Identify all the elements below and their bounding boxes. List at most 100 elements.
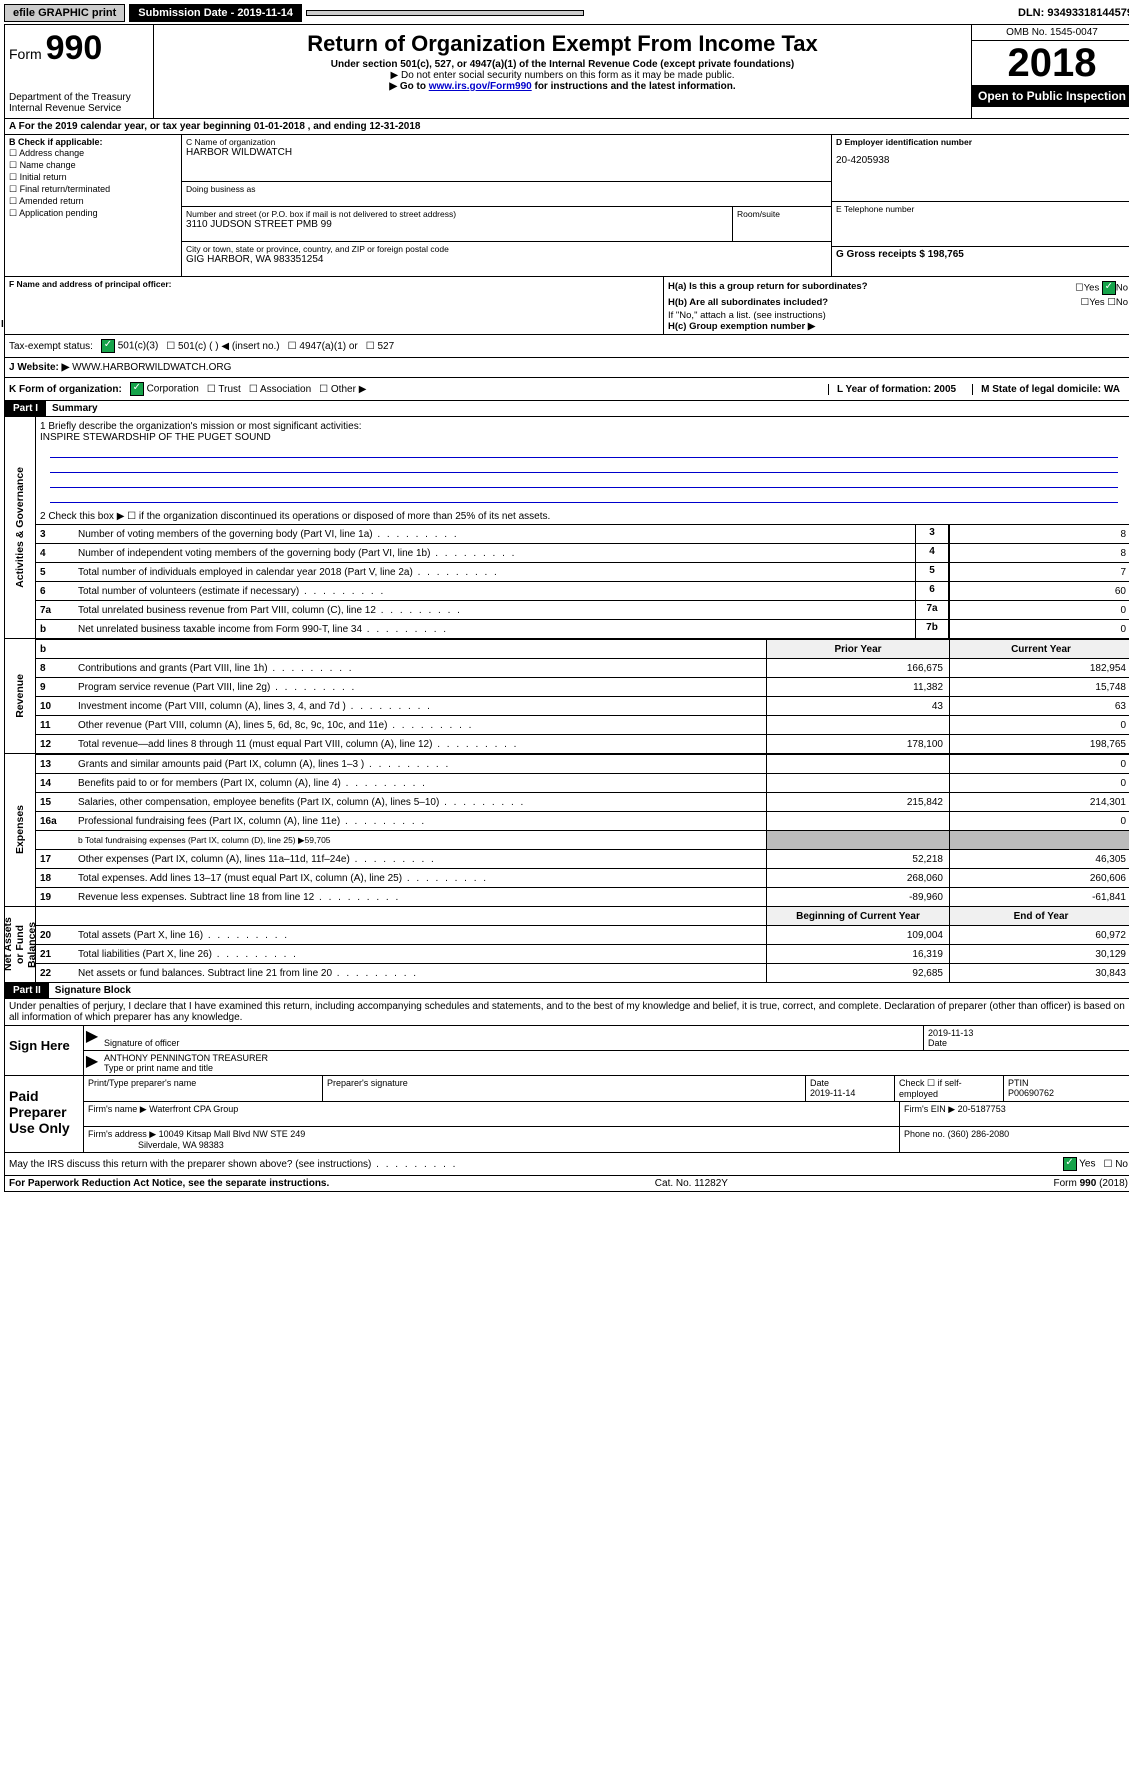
table-row: 9Program service revenue (Part VIII, lin… [36, 677, 1129, 696]
revenue-section: Revenue b Prior Year Current Year 8Contr… [5, 639, 1129, 754]
footer-mid: Cat. No. 11282Y [655, 1178, 728, 1189]
part1-badge: Part I [5, 401, 46, 416]
prep-name-label: Print/Type preparer's name [84, 1076, 323, 1101]
netassets-section: Net Assets or Fund Balances Beginning of… [5, 907, 1129, 983]
row-j-website: J Website: ▶ WWW.HARBORWILDWATCH.ORG [5, 358, 1129, 378]
ptin-value: P00690762 [1008, 1088, 1054, 1098]
omb-number: OMB No. 1545-0047 [972, 25, 1129, 41]
hb-label: H(b) Are all subordinates included? [668, 297, 828, 308]
table-row: 11Other revenue (Part VIII, column (A), … [36, 715, 1129, 734]
d-label: D Employer identification number [836, 137, 1128, 147]
firm-phone: (360) 286-2080 [948, 1129, 1010, 1139]
hdr-begin: Beginning of Current Year [766, 907, 949, 925]
sign-here-label: Sign Here [5, 1026, 84, 1075]
c-name-label: C Name of organization [186, 137, 827, 147]
chk-trust[interactable]: ☐ Trust [207, 384, 241, 395]
table-row: 5Total number of individuals employed in… [36, 562, 1129, 581]
prep-date: 2019-11-14 [810, 1088, 855, 1098]
open-public-badge: Open to Public Inspection [972, 85, 1129, 107]
chk-assoc[interactable]: ☐ Association [249, 384, 311, 395]
side-netassets: Net Assets or Fund Balances [5, 907, 36, 982]
sig-date-val: 2019-11-13 [928, 1028, 973, 1038]
discuss-yes[interactable]: ✓ Yes [1063, 1157, 1096, 1171]
chk-527[interactable]: ☐ 527 [366, 341, 394, 352]
hdr-prior: Prior Year [766, 640, 949, 658]
part2-title: Signature Block [49, 983, 137, 998]
k-label: K Form of organization: [9, 384, 122, 395]
table-row: 8Contributions and grants (Part VIII, li… [36, 658, 1129, 677]
tax-year: 2018 [972, 41, 1129, 85]
form-header: Form 990 Department of the Treasury Inte… [5, 25, 1129, 119]
chk-501c[interactable]: ☐ 501(c) ( ) ◀ (insert no.) [166, 341, 279, 352]
discuss-row: May the IRS discuss this return with the… [5, 1153, 1129, 1176]
form-number: 990 [46, 29, 103, 67]
row-i-tax-exempt: I Tax-exempt status: ✓ 501(c)(3) ☐ 501(c… [5, 335, 1129, 358]
table-row: 14Benefits paid to or for members (Part … [36, 773, 1129, 792]
firm-addr1: 10049 Kitsap Mall Blvd NW STE 249 [159, 1129, 306, 1139]
discuss-no[interactable]: ☐ No [1103, 1159, 1128, 1170]
row-a-calendar: A For the 2019 calendar year, or tax yea… [5, 119, 1129, 135]
form-prefix: Form [9, 46, 42, 62]
sig-date-label: Date [928, 1038, 947, 1048]
m-state: M State of legal domicile: WA [972, 384, 1128, 395]
note-goto: ▶ Go to www.irs.gov/Form990 for instruct… [162, 81, 963, 92]
c-city-label: City or town, state or province, country… [186, 244, 827, 254]
box-degh: D Employer identification number 20-4205… [831, 135, 1129, 276]
c-room-label: Room/suite [737, 209, 827, 219]
part1-header-row: Part I Summary [5, 401, 1129, 417]
chk-4947[interactable]: ☐ 4947(a)(1) or [288, 341, 358, 352]
org-city: GIG HARBOR, WA 983351254 [186, 254, 827, 265]
chk-initial[interactable]: ☐ Initial return [9, 172, 177, 183]
org-name: HARBOR WILDWATCH [186, 147, 827, 158]
chk-final[interactable]: ☐ Final return/terminated [9, 184, 177, 195]
c-dba-label: Doing business as [186, 184, 827, 194]
box-c: C Name of organization HARBOR WILDWATCH … [182, 135, 831, 276]
sig-name: ANTHONY PENNINGTON TREASURER [104, 1053, 268, 1063]
table-row: 22Net assets or fund balances. Subtract … [36, 963, 1129, 982]
chk-amended[interactable]: ☐ Amended return [9, 196, 177, 207]
part1-title: Summary [46, 401, 104, 416]
footer-right: Form 990 (2018) [1054, 1178, 1128, 1189]
sig-officer-label: Signature of officer [104, 1038, 179, 1048]
dln: DLN: 93493318144579 [1018, 7, 1129, 19]
blank-button [306, 10, 584, 16]
prep-check[interactable]: Check ☐ if self-employed [895, 1076, 1004, 1101]
expenses-section: Expenses 13Grants and similar amounts pa… [5, 754, 1129, 907]
f-label: F Name and address of principal officer: [9, 279, 659, 289]
table-row: bNet unrelated business taxable income f… [36, 619, 1129, 638]
chk-address[interactable]: ☐ Address change [9, 148, 177, 159]
top-bar: efile GRAPHIC print Submission Date - 20… [4, 4, 1129, 22]
i-label: Tax-exempt status: [9, 341, 93, 352]
firm-addr2: Silverdale, WA 98383 [138, 1140, 224, 1150]
form-container: Form 990 Department of the Treasury Inte… [4, 24, 1129, 1192]
ein-value: 20-4205938 [836, 155, 1128, 166]
firm-name: Waterfront CPA Group [149, 1104, 238, 1114]
line2: 2 Check this box ▶ ☐ if the organization… [36, 509, 1129, 524]
table-row: 3Number of voting members of the governi… [36, 524, 1129, 543]
chk-501c3[interactable]: ✓ 501(c)(3) [101, 339, 158, 353]
table-row: 15Salaries, other compensation, employee… [36, 792, 1129, 811]
efile-button[interactable]: efile GRAPHIC print [4, 4, 125, 22]
table-row: 19Revenue less expenses. Subtract line 1… [36, 887, 1129, 906]
e-label: E Telephone number [836, 204, 1128, 214]
ha-label: H(a) Is this a group return for subordin… [668, 281, 868, 295]
form-title: Return of Organization Exempt From Incom… [162, 31, 963, 57]
chk-pending[interactable]: ☐ Application pending [9, 208, 177, 219]
chk-corp[interactable]: ✓ Corporation [130, 382, 199, 396]
box-b: B Check if applicable: ☐ Address change … [5, 135, 182, 276]
table-row: 7aTotal unrelated business revenue from … [36, 600, 1129, 619]
hdr-current: Current Year [949, 640, 1129, 658]
chk-other[interactable]: ☐ Other ▶ [319, 384, 366, 395]
table-row: 4Number of independent voting members of… [36, 543, 1129, 562]
irs-link[interactable]: www.irs.gov/Form990 [429, 81, 532, 92]
website-value: WWW.HARBORWILDWATCH.ORG [72, 362, 231, 373]
footer-left: For Paperwork Reduction Act Notice, see … [9, 1178, 329, 1189]
part2-header-row: Part II Signature Block [5, 983, 1129, 999]
prep-sig-label: Preparer's signature [323, 1076, 806, 1101]
box-b-label: B Check if applicable: [9, 137, 177, 147]
hc-label: H(c) Group exemption number ▶ [668, 321, 1128, 332]
chk-name[interactable]: ☐ Name change [9, 160, 177, 171]
submission-date: Submission Date - 2019-11-14 [129, 4, 302, 22]
table-row: 12Total revenue—add lines 8 through 11 (… [36, 734, 1129, 753]
line-b-fundraising: b Total fundraising expenses (Part IX, c… [74, 835, 766, 846]
